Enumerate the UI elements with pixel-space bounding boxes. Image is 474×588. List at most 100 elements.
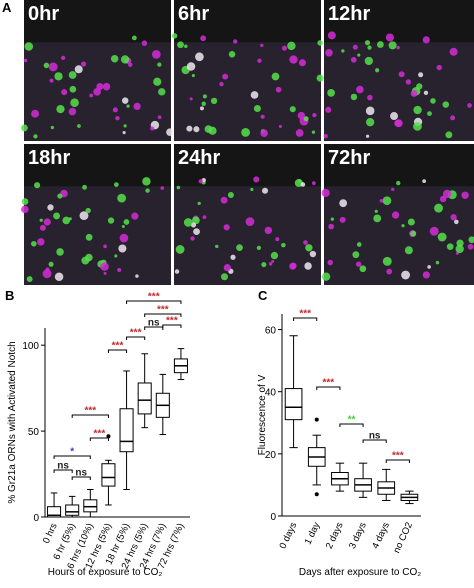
tile-label: 12hr xyxy=(328,3,370,25)
cell xyxy=(446,243,454,250)
box xyxy=(119,408,134,453)
cell xyxy=(42,269,52,279)
cell xyxy=(31,109,40,118)
cell xyxy=(359,265,367,273)
cell xyxy=(467,103,472,108)
cell xyxy=(321,188,330,198)
cell xyxy=(401,224,405,228)
cell xyxy=(455,244,464,254)
cell xyxy=(350,56,357,63)
cell xyxy=(114,254,118,258)
cell xyxy=(157,115,162,120)
cell xyxy=(68,217,72,221)
cell xyxy=(145,188,150,193)
outlier xyxy=(314,492,319,497)
significance-bracket xyxy=(144,326,164,330)
cell xyxy=(186,125,193,132)
significance-label: *** xyxy=(157,305,169,316)
cell xyxy=(100,262,109,271)
cell xyxy=(365,106,375,116)
cell xyxy=(391,187,395,192)
cell xyxy=(407,218,415,226)
image-tile: 72hr xyxy=(321,144,474,285)
cell xyxy=(166,128,174,136)
cell xyxy=(215,244,219,249)
cell xyxy=(48,62,58,72)
significance-bracket xyxy=(126,336,146,340)
cell xyxy=(374,209,378,213)
cell xyxy=(33,134,38,139)
cell xyxy=(177,41,184,49)
significance-label: *** xyxy=(94,429,106,440)
outlier xyxy=(314,417,319,422)
cell xyxy=(450,115,456,121)
cell xyxy=(352,251,360,259)
cell xyxy=(113,182,119,187)
cell xyxy=(107,217,115,224)
cell xyxy=(23,58,28,63)
x-tick-label: 0 hrs xyxy=(41,521,60,545)
cell xyxy=(401,270,411,280)
cell xyxy=(429,226,439,236)
cell xyxy=(423,90,429,95)
cell xyxy=(468,236,474,244)
cell xyxy=(289,106,296,113)
cell xyxy=(43,218,51,226)
cell xyxy=(260,114,265,119)
cell xyxy=(201,101,206,106)
cell xyxy=(365,134,370,138)
cell xyxy=(375,68,380,73)
cell xyxy=(261,262,267,268)
cell xyxy=(271,259,275,263)
significance-label: * xyxy=(70,447,74,458)
significance-label: ns xyxy=(57,461,69,472)
x-tick-label: 2 days xyxy=(324,520,346,550)
cell xyxy=(303,116,309,122)
cell xyxy=(356,85,364,94)
cell xyxy=(133,102,141,111)
cell xyxy=(396,45,400,50)
panel-label: A xyxy=(2,0,12,15)
cell xyxy=(304,262,312,270)
cell xyxy=(131,35,137,41)
tile-tissue xyxy=(324,186,474,285)
cell xyxy=(278,124,283,129)
cell xyxy=(311,181,316,186)
cell xyxy=(323,133,328,139)
cell xyxy=(176,185,181,190)
cell xyxy=(388,41,397,50)
cell xyxy=(223,264,231,272)
cell xyxy=(427,111,432,116)
cell xyxy=(445,131,453,139)
cell xyxy=(352,44,358,50)
cell xyxy=(202,215,207,220)
x-tick-label: 1 day xyxy=(303,520,323,546)
cell xyxy=(328,223,334,230)
cell xyxy=(385,33,394,42)
cell xyxy=(327,31,336,40)
cell xyxy=(303,240,308,245)
cell xyxy=(184,44,188,48)
significance-label: ns xyxy=(75,468,87,479)
cell xyxy=(382,196,392,206)
cell xyxy=(175,245,185,254)
cell xyxy=(26,276,33,282)
cell xyxy=(289,262,297,270)
cell xyxy=(396,180,401,186)
cell xyxy=(295,129,304,137)
cell xyxy=(117,193,127,203)
cell xyxy=(317,40,323,46)
outlier xyxy=(106,434,111,439)
cell xyxy=(186,62,196,71)
cell xyxy=(365,117,375,127)
cell xyxy=(34,182,41,189)
cell xyxy=(200,106,204,111)
cell xyxy=(171,33,178,39)
cell xyxy=(245,217,255,226)
y-tick-label: 20 xyxy=(265,450,277,461)
cell xyxy=(260,129,268,138)
cell xyxy=(228,51,236,58)
cell xyxy=(192,216,200,225)
cell xyxy=(422,271,430,279)
tile-label: 6hr xyxy=(178,3,209,25)
